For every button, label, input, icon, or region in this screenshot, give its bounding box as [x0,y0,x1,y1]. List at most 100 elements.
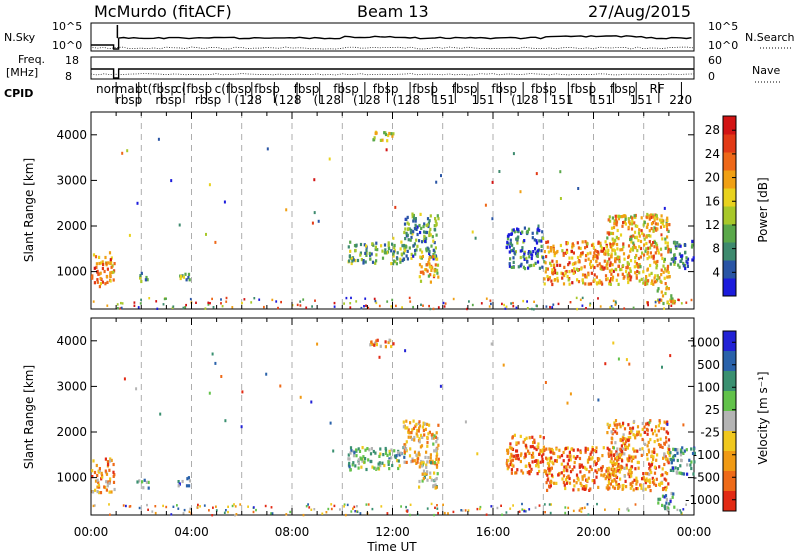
scatter-cell [653,465,656,469]
scatter-cell [370,459,373,464]
scatter-cell [623,275,626,279]
scatter-cell [596,256,599,260]
scatter-cell [110,458,113,462]
colorbar-tick-label: -1000 [685,493,720,507]
scatter-cell [391,242,394,246]
scatter-cell [646,301,648,304]
scatter-cell [664,494,668,498]
scatter-cell [648,472,651,476]
scatter-cell [656,217,659,221]
freq-tick-top: 18 [65,54,79,67]
scatter-cell [357,458,360,462]
scatter-cell [581,251,584,255]
scatter-cell [428,430,431,434]
scatter-cell [234,505,237,508]
scatter-cell [508,262,511,266]
scatter-cell [609,269,612,274]
scatter-cell [535,250,538,254]
scatter-cell [107,462,110,467]
scatter-cell [517,265,520,269]
scatter-cell [615,426,618,430]
scatter-cell [533,300,535,303]
scatter-cell [666,216,669,220]
scatter-cell [117,307,119,310]
scatter-cell [411,428,414,432]
scatter-cell [525,446,528,450]
scatter-cell [426,436,429,440]
scatter-cell [550,473,554,477]
y-tick-label: 2000 [56,219,87,233]
scatter-cell [572,488,575,492]
scatter-cell [109,459,112,463]
scatter-cell [511,463,514,467]
scatter-cell [510,232,513,236]
scatter-cell [147,480,150,484]
scatter-cell [666,508,669,512]
scatter-cell [182,275,185,279]
scatter-cell [603,259,606,263]
scatter-cell [575,267,578,271]
scatter-cell [627,277,630,281]
scatter-cell [690,466,693,471]
scatter-cell [667,229,670,233]
scatter-cell [564,486,567,491]
scatter-cell [384,340,387,344]
scatter-cell [512,301,514,305]
scatter-cell [479,505,482,509]
scatter-cell [612,248,615,252]
scatter-cell [665,430,668,434]
scatter-cell [431,436,434,440]
scatter-cell [404,447,407,452]
scatter-cell [631,426,635,430]
scatter-cell [211,514,214,517]
scatter-cell [630,474,633,478]
scatter-cell [406,221,409,225]
scatter-cell [568,476,571,481]
scatter-cell [384,132,388,137]
scatter-cell [662,456,665,460]
scatter-cell [377,462,380,466]
scatter-cell [652,241,655,245]
scatter-cell [606,262,609,266]
scatter-cell [99,271,102,275]
power-x-ticks [90,112,695,309]
scatter-cell [595,275,598,279]
scatter-cell [685,301,688,304]
scatter-cell [409,421,412,425]
scatter-cell [509,455,512,459]
scatter-cell [516,237,519,241]
scatter-cell [123,377,126,381]
scatter-cell [361,459,364,463]
scatter-cell [418,485,421,489]
scatter-cell [645,241,648,246]
scatter-cell [432,307,435,311]
scatter-cell [419,230,422,235]
scatter-cell [501,513,503,516]
scatter-cell [657,501,660,505]
scatter-cell [542,445,545,449]
scatter-cell [386,453,389,457]
scatter-cell [575,481,578,485]
scatter-cell [565,269,568,274]
scatter-cell [107,480,110,484]
scatter-cell [671,301,674,305]
scatter-cell [409,238,412,242]
scatter-cell [184,272,187,276]
scatter-cell [606,260,609,264]
scatter-cell [392,250,396,254]
scatter-cell [498,170,501,173]
scatter-cell [119,307,122,310]
scatter-cell [241,390,244,394]
scatter-cell [553,263,556,267]
scatter-cell [629,482,632,486]
scatter-cell [91,274,94,278]
scatter-cell [568,256,571,260]
scatter-cell [378,304,381,308]
scatter-cell [188,278,191,282]
scatter-cell [634,436,637,440]
scatter-cell [435,477,438,481]
scatter-cell [396,459,399,463]
scatter-cell [330,507,333,511]
scatter-cell [565,446,568,450]
scatter-cell [444,302,447,305]
